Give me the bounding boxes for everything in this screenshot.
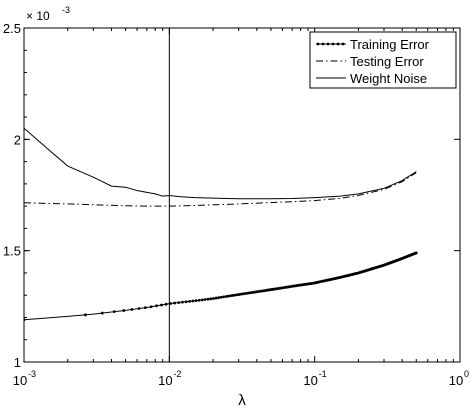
training-error-marker (130, 308, 134, 311)
legend-entry-label: Weight Noise (350, 71, 427, 86)
training-error-marker (100, 311, 104, 315)
legend-marker (331, 42, 335, 46)
training-error-marker (203, 298, 207, 301)
legend-box (309, 31, 457, 89)
x-tick-label-exponent: -2 (173, 369, 181, 379)
legend-marker (336, 42, 340, 46)
training-error-marker (137, 307, 141, 310)
x-axis-label: λ (238, 392, 246, 409)
axis-ticks (23, 27, 461, 363)
series-line-testing-error (24, 172, 417, 207)
training-error-marker (24, 318, 26, 322)
y-tick-label: 2 (14, 132, 21, 147)
training-error-marker (217, 296, 221, 300)
training-error-marker (231, 294, 235, 297)
training-error-marker (122, 309, 126, 312)
training-error-marker (164, 302, 168, 306)
training-error-marker (237, 293, 241, 296)
training-error-marker (143, 306, 147, 310)
training-error-marker (209, 297, 213, 301)
training-error-marker (200, 298, 204, 302)
legend-marker (321, 42, 325, 46)
x-tick-label-base: 10 (449, 373, 463, 388)
y-tick-label: 1 (14, 355, 21, 370)
training-error-marker (414, 251, 418, 255)
training-error-marker (184, 300, 188, 304)
legend-marker (326, 42, 330, 46)
training-error-marker (112, 310, 116, 314)
legend-marker (316, 42, 320, 46)
training-error-marker (224, 295, 228, 298)
y-axis-multiplier: × 10 -3 (26, 5, 70, 23)
x-tick-label-exponent: -3 (28, 369, 36, 379)
legend: Training Error Testing Error Weight Noise (309, 31, 457, 89)
training-error-marker (177, 301, 181, 305)
training-error-marker (155, 304, 158, 308)
x-tick-label-base: 10 (158, 373, 172, 388)
training-error-marker (222, 295, 225, 299)
legend-entry-label: Testing Error (350, 54, 424, 69)
x-tick-label-base: 10 (13, 373, 27, 388)
training-error-marker (235, 293, 239, 297)
training-error-marker (160, 303, 163, 307)
training-error-marker (219, 295, 223, 299)
x-tick-label-base: 10 (303, 373, 317, 388)
series-lines (24, 127, 418, 322)
training-error-marker (226, 294, 230, 298)
x-tick-label: 10 -3 (13, 369, 36, 388)
training-error-marker (173, 301, 177, 305)
legend-entry-label: Training Error (350, 37, 430, 52)
training-error-marker (149, 305, 153, 309)
y-tick-labels: 1 1.5 2 2.5 (3, 21, 21, 370)
y-tick-label: 1.5 (3, 244, 21, 259)
x-tick-labels: 10 -3 10 -2 10 -1 10 0 (13, 369, 469, 388)
legend-marker (341, 42, 345, 46)
x-tick-label: 10 -2 (158, 369, 181, 388)
y-multiplier-label: × 10 (26, 9, 50, 23)
training-error-marker (191, 299, 195, 303)
series-line-weight-noise (24, 127, 417, 200)
training-error-marker (233, 293, 237, 297)
training-error-marker (206, 297, 210, 301)
training-error-marker (169, 302, 172, 305)
training-error-marker (188, 299, 191, 303)
training-error-marker (194, 299, 198, 303)
training-error-marker (229, 294, 232, 298)
y-tick-label: 2.5 (3, 21, 21, 36)
training-error-marker (214, 296, 218, 300)
y-multiplier-exponent: -3 (62, 5, 70, 15)
training-error-marker (212, 297, 215, 300)
training-error-marker (84, 313, 87, 317)
x-tick-label-exponent: -1 (319, 369, 327, 379)
x-tick-label: 10 -1 (303, 369, 326, 388)
x-tick-label-exponent: 0 (464, 369, 469, 379)
training-error-marker (197, 298, 201, 302)
plot-area-frame (23, 27, 461, 363)
training-error-marker (181, 300, 184, 304)
x-tick-label: 10 0 (449, 369, 469, 388)
